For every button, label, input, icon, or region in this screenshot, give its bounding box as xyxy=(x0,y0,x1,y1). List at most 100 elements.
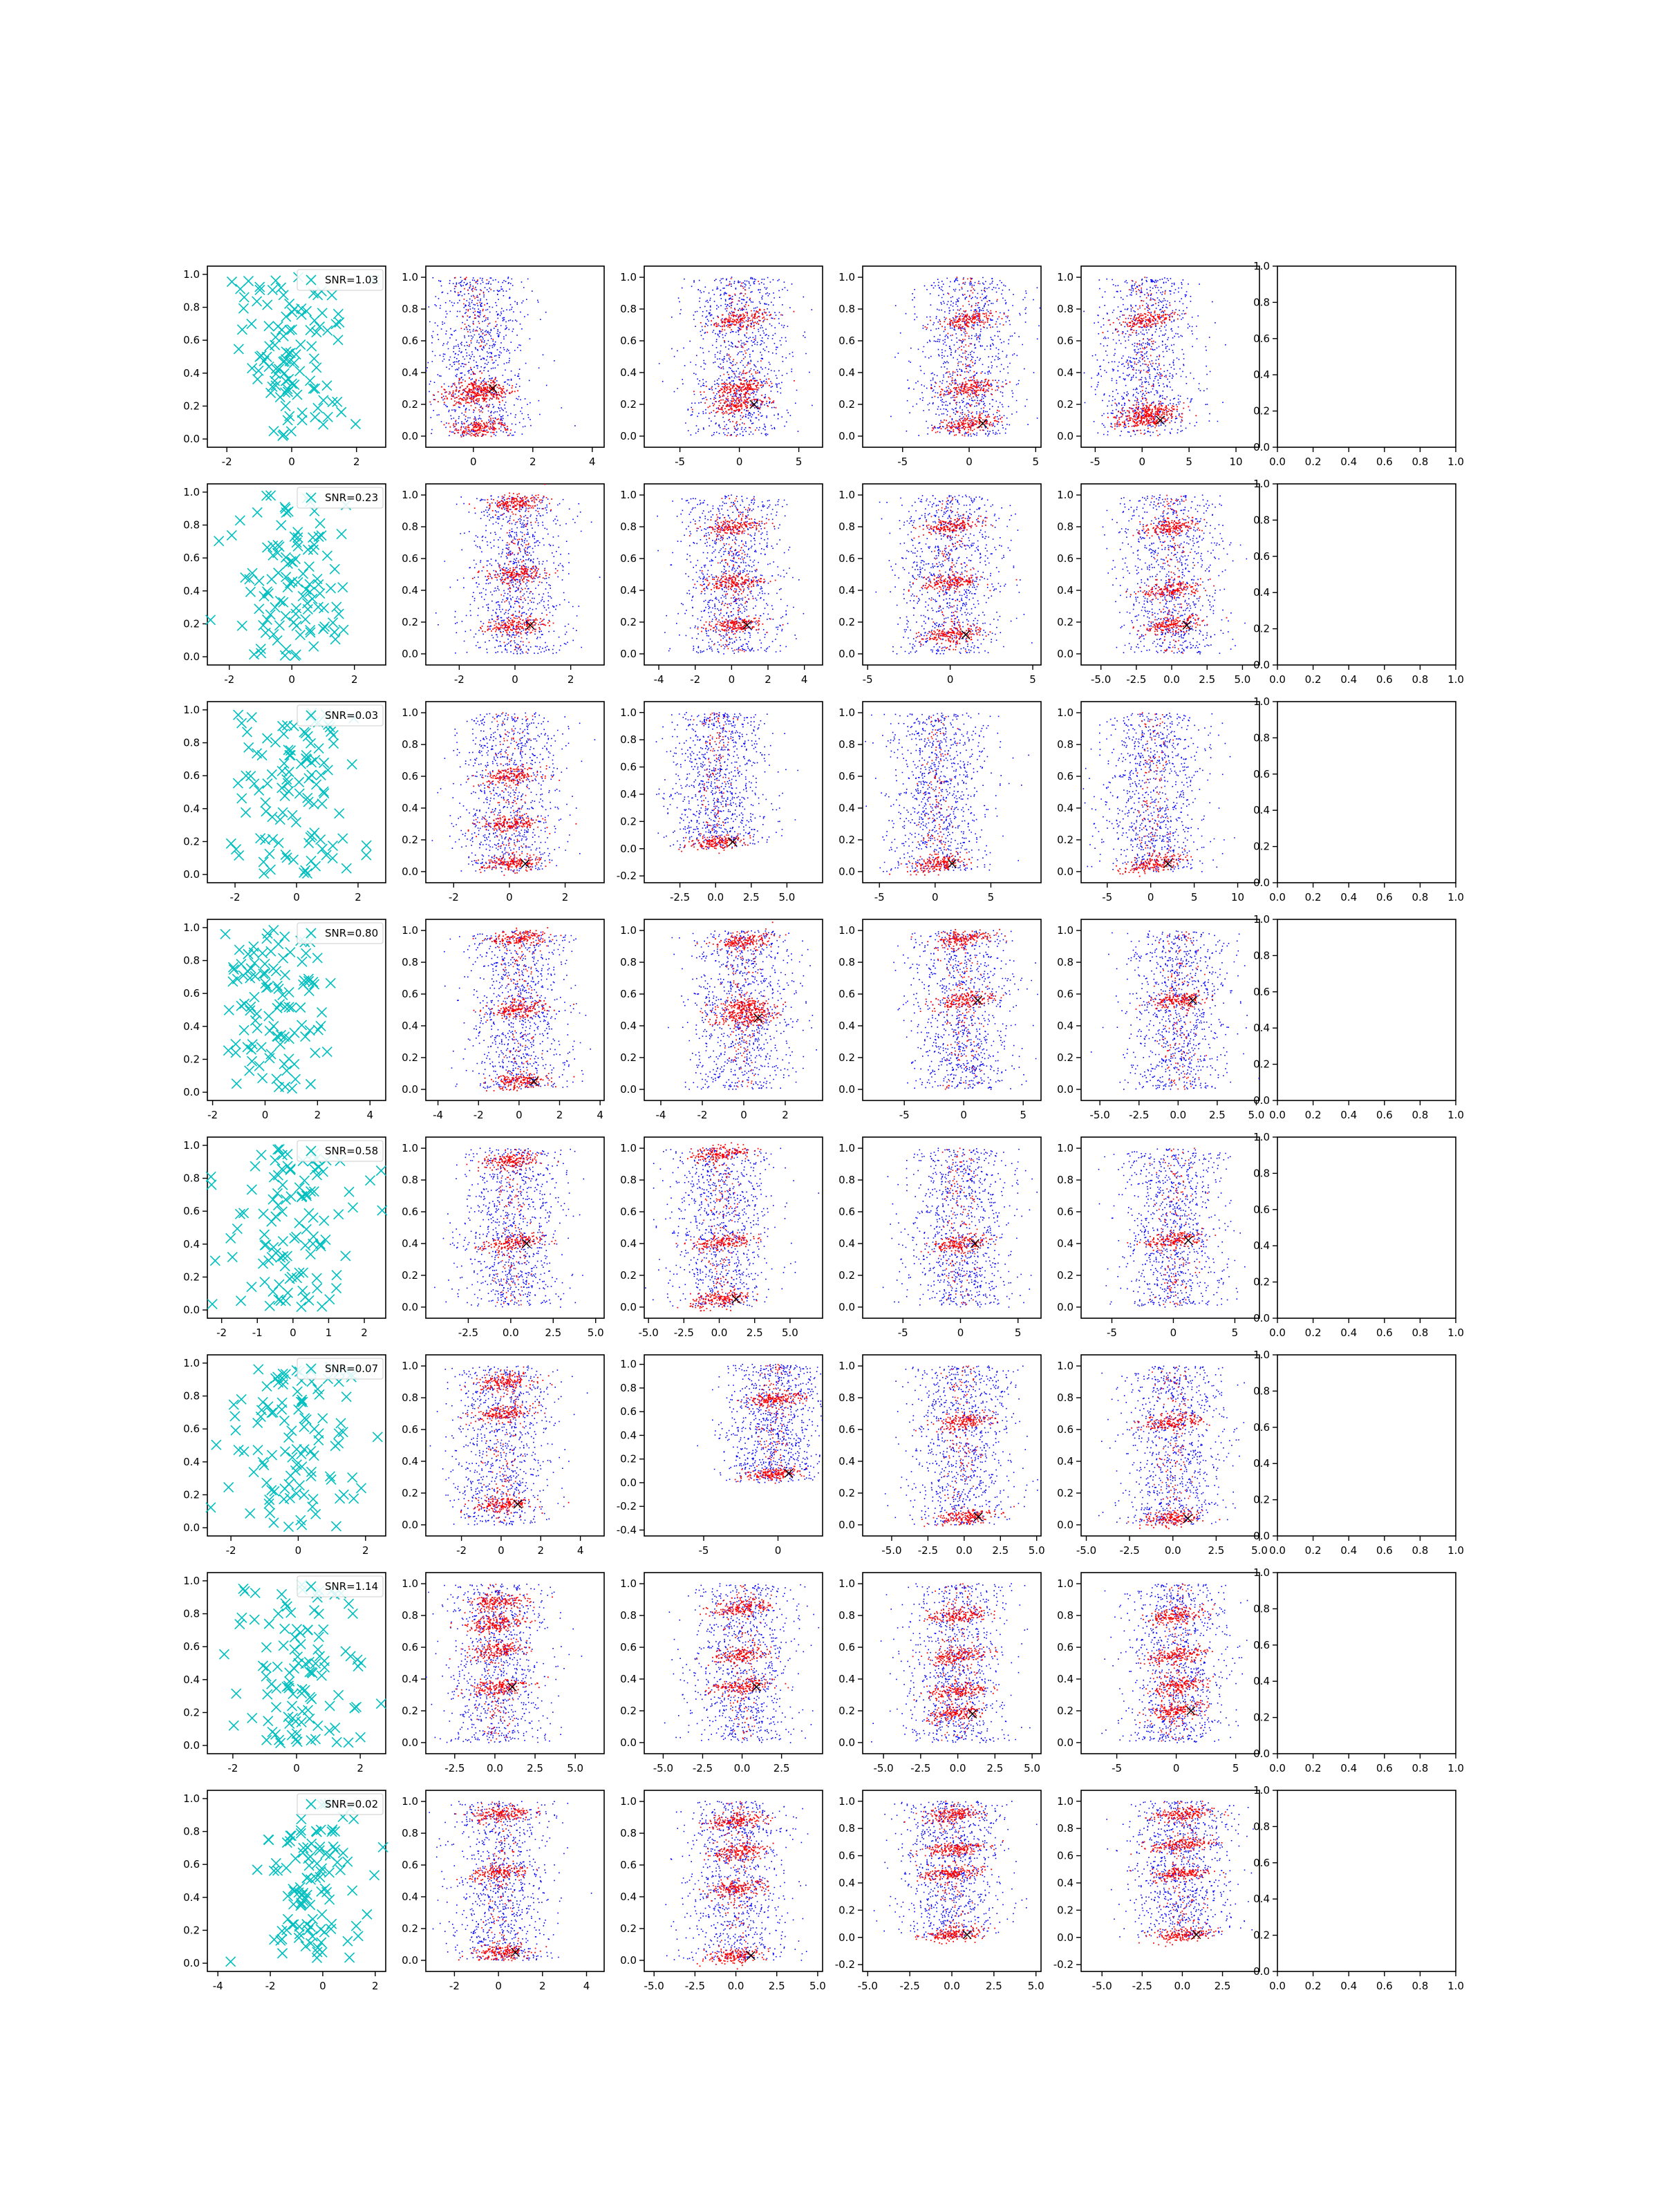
x-marker xyxy=(282,1891,293,1902)
panel-cloud-2-xtick-label: 0.0 xyxy=(487,1762,503,1774)
panel-cloud-2-ytick-label: 0.8 xyxy=(402,738,418,751)
panel-cloud-4: -5 0 5 0.0 0.2 0.4 0.6 0.8 1.0 xyxy=(838,919,1042,1121)
panel-empty-ytick-label: 0.6 xyxy=(1253,1857,1270,1869)
x-marker xyxy=(264,1053,275,1064)
panel-snr-scatter-ytick-label: 0.8 xyxy=(183,1608,200,1620)
x-marker xyxy=(301,1224,312,1235)
x-marker xyxy=(315,518,326,529)
panel-cloud-5-frame xyxy=(1080,265,1260,448)
panel-cloud-3-ytick-label: 0.6 xyxy=(620,1859,637,1871)
x-marker xyxy=(328,617,339,628)
x-marker xyxy=(303,1656,315,1667)
panel-empty-ytick-label: 0.6 xyxy=(1253,1639,1270,1651)
panel-empty-ytick-label: 0.0 xyxy=(1253,441,1270,453)
legend-marker-icon xyxy=(306,928,317,939)
x-marker xyxy=(285,1191,297,1202)
point-cloud xyxy=(871,1583,1031,1743)
black-x-marker xyxy=(488,384,498,393)
x-marker xyxy=(280,1194,292,1205)
panel-snr-scatter-xtick-label: 0 xyxy=(288,456,295,468)
panel-empty-ytick-label: 0.4 xyxy=(1253,1675,1270,1687)
x-marker xyxy=(236,959,247,970)
x-marker xyxy=(297,1706,308,1717)
panel-cloud-4: -5.0 -2.5 0.0 2.5 5.0 0.0 0.2 0.4 0.6 0.8 1.0 xyxy=(838,1354,1045,1557)
panel-cloud-2-ytick-label: 0.0 xyxy=(402,1519,418,1531)
x-marker xyxy=(280,1295,291,1306)
panel-cloud-3: -2.5 0.0 2.5 5.0 -0.2 0.0 0.2 0.4 0.6 0.8 1.0 xyxy=(617,701,823,903)
panel-snr-scatter-frame xyxy=(207,483,386,666)
panel-cloud-4-ytick-label: 0.8 xyxy=(838,1391,855,1404)
legend-box xyxy=(297,269,384,291)
panel-empty-ytick-label: 0.4 xyxy=(1253,1239,1270,1252)
black-x-marker xyxy=(1163,859,1173,868)
panel-empty-frame xyxy=(1277,265,1456,448)
panel-cloud-2-ytick-label: 1.0 xyxy=(402,1795,418,1808)
x-marker xyxy=(263,362,274,373)
x-marker xyxy=(278,290,289,301)
x-marker xyxy=(301,306,312,317)
x-marker xyxy=(274,814,285,825)
x-marker xyxy=(283,1680,294,1691)
panel-cloud-5-xtick-label: 0 xyxy=(1147,891,1154,903)
x-marker xyxy=(277,807,288,818)
panel-empty-xtick-label: 1.0 xyxy=(1447,1544,1464,1557)
panel-cloud-4-ytick-label: 1.0 xyxy=(838,489,855,501)
panel-cloud-3-ytick-label: 0.0 xyxy=(620,1736,637,1749)
panel-cloud-4-frame xyxy=(862,265,1042,448)
x-marker xyxy=(295,758,307,769)
panel-cloud-3-ytick-label: 0.0 xyxy=(620,430,637,442)
x-marker xyxy=(350,1701,362,1712)
panel-empty-xtick-label: 1.0 xyxy=(1447,1762,1464,1774)
x-marker xyxy=(277,989,288,1001)
black-x-marker xyxy=(1192,1930,1201,1940)
panel-cloud-5-xtick-label: 0 xyxy=(1173,1762,1180,1774)
panel-cloud-3-ytick-label: 0.4 xyxy=(620,1429,637,1441)
x-marker xyxy=(316,1886,327,1897)
panel-cloud-2-ytick-label: 0.0 xyxy=(402,1954,418,1967)
x-marker xyxy=(230,1047,241,1058)
x-marker xyxy=(297,415,308,426)
x-marker xyxy=(246,1282,257,1293)
panel-cloud-5-frame xyxy=(1080,483,1260,666)
x-marker xyxy=(288,854,299,865)
x-marker xyxy=(302,544,314,555)
panel-snr-scatter-xtick-label: -2 xyxy=(216,1327,227,1339)
panel-empty-ytick-label: 1.0 xyxy=(1253,1131,1270,1143)
panel-snr-scatter-xtick-label: 2 xyxy=(357,1762,364,1774)
panel-cloud-3-xtick-label: -2 xyxy=(697,1109,708,1121)
blue-points xyxy=(435,494,601,655)
x-marker xyxy=(283,1479,294,1490)
x-marker xyxy=(292,1736,303,1747)
x-marker xyxy=(265,1049,276,1060)
x-marker xyxy=(300,728,311,739)
x-marker xyxy=(295,1828,306,1839)
x-marker xyxy=(292,527,303,538)
x-marker xyxy=(280,400,291,412)
x-marker xyxy=(362,1909,373,1920)
panel-cloud-5-ytick-label: 1.0 xyxy=(1057,1360,1074,1372)
x-marker xyxy=(281,1681,292,1692)
x-marker xyxy=(285,1470,297,1481)
panel-cloud-5-xtick-label: 5.0 xyxy=(1251,1544,1268,1557)
panel-snr-scatter: -2 0 2 0.0 0.2 0.4 0.6 0.8 1.0 SNR=0.03 xyxy=(183,701,386,903)
x-marker xyxy=(250,1587,261,1598)
panel-cloud-4-ytick-label: 0.6 xyxy=(838,988,855,1000)
x-marker xyxy=(337,833,348,844)
x-marker xyxy=(285,946,296,958)
x-marker xyxy=(268,925,279,936)
panel-cloud-2-ytick-label: 0.4 xyxy=(402,802,418,814)
point-cloud xyxy=(664,1583,823,1743)
x-marker xyxy=(315,834,326,845)
legend-label: SNR=1.03 xyxy=(325,274,378,286)
x-marker xyxy=(284,1718,295,1730)
panel-cloud-3-ytick-label: 0.8 xyxy=(620,521,637,533)
x-marker xyxy=(254,284,265,296)
black-x-marker xyxy=(1186,1706,1196,1716)
panel-cloud-4-ytick-label: 0.2 xyxy=(838,398,855,411)
panel-cloud-3-ytick-label: 0.2 xyxy=(620,815,637,827)
x-marker xyxy=(310,755,321,766)
panel-cloud-5-ytick-label: 1.0 xyxy=(1057,271,1074,283)
legend-marker-icon xyxy=(306,492,317,503)
row-1: -2 0 20.00.20.40.60.81.0 SNR=1.030 2 40.00.20… xyxy=(183,260,1464,468)
x-marker xyxy=(353,1931,364,1942)
